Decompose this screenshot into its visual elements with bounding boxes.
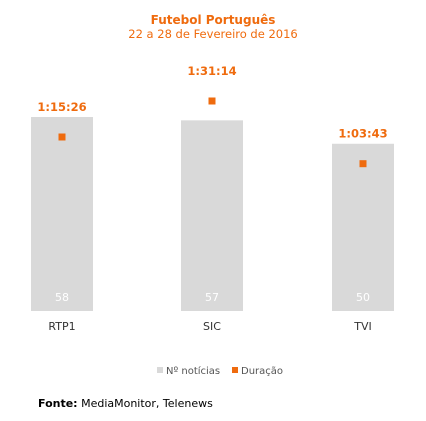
chart-title: Futebol Português bbox=[151, 13, 276, 27]
legend-swatch-news bbox=[157, 367, 163, 373]
legend: Nº notícias Duração bbox=[157, 365, 283, 377]
bar-value-label: 50 bbox=[356, 291, 370, 304]
bar-value-label: 58 bbox=[55, 291, 69, 304]
category-label: SIC bbox=[203, 320, 221, 333]
plot-area: 58 1:15:26 RTP1 57 1:31:14 SIC 50 1:03:43 TVI bbox=[31, 64, 394, 333]
chart-subtitle: 22 a 28 de Fevereiro de 2016 bbox=[128, 27, 297, 41]
duration-marker-sic bbox=[208, 97, 216, 105]
duration-marker-rtp1 bbox=[58, 133, 66, 141]
legend-label-duration: Duração bbox=[241, 366, 283, 377]
bar-news-sic bbox=[181, 120, 243, 312]
source-text: MediaMonitor, Telenews bbox=[81, 397, 213, 410]
bar-value-label: 57 bbox=[205, 291, 219, 304]
source-label: Fonte: bbox=[38, 397, 78, 410]
duration-label: 1:31:14 bbox=[187, 64, 236, 78]
source-note: Fonte: MediaMonitor, Telenews bbox=[38, 397, 213, 410]
duration-label: 1:15:26 bbox=[37, 100, 86, 114]
legend-label-news: Nº notícias bbox=[166, 365, 220, 377]
category-label: TVI bbox=[353, 320, 372, 333]
bar-news-tvi bbox=[332, 143, 394, 311]
duration-marker-tvi bbox=[359, 160, 367, 168]
category-label: RTP1 bbox=[48, 320, 75, 333]
bar-news-rtp1 bbox=[31, 116, 93, 312]
legend-swatch-duration bbox=[232, 367, 238, 373]
duration-label: 1:03:43 bbox=[338, 127, 387, 141]
